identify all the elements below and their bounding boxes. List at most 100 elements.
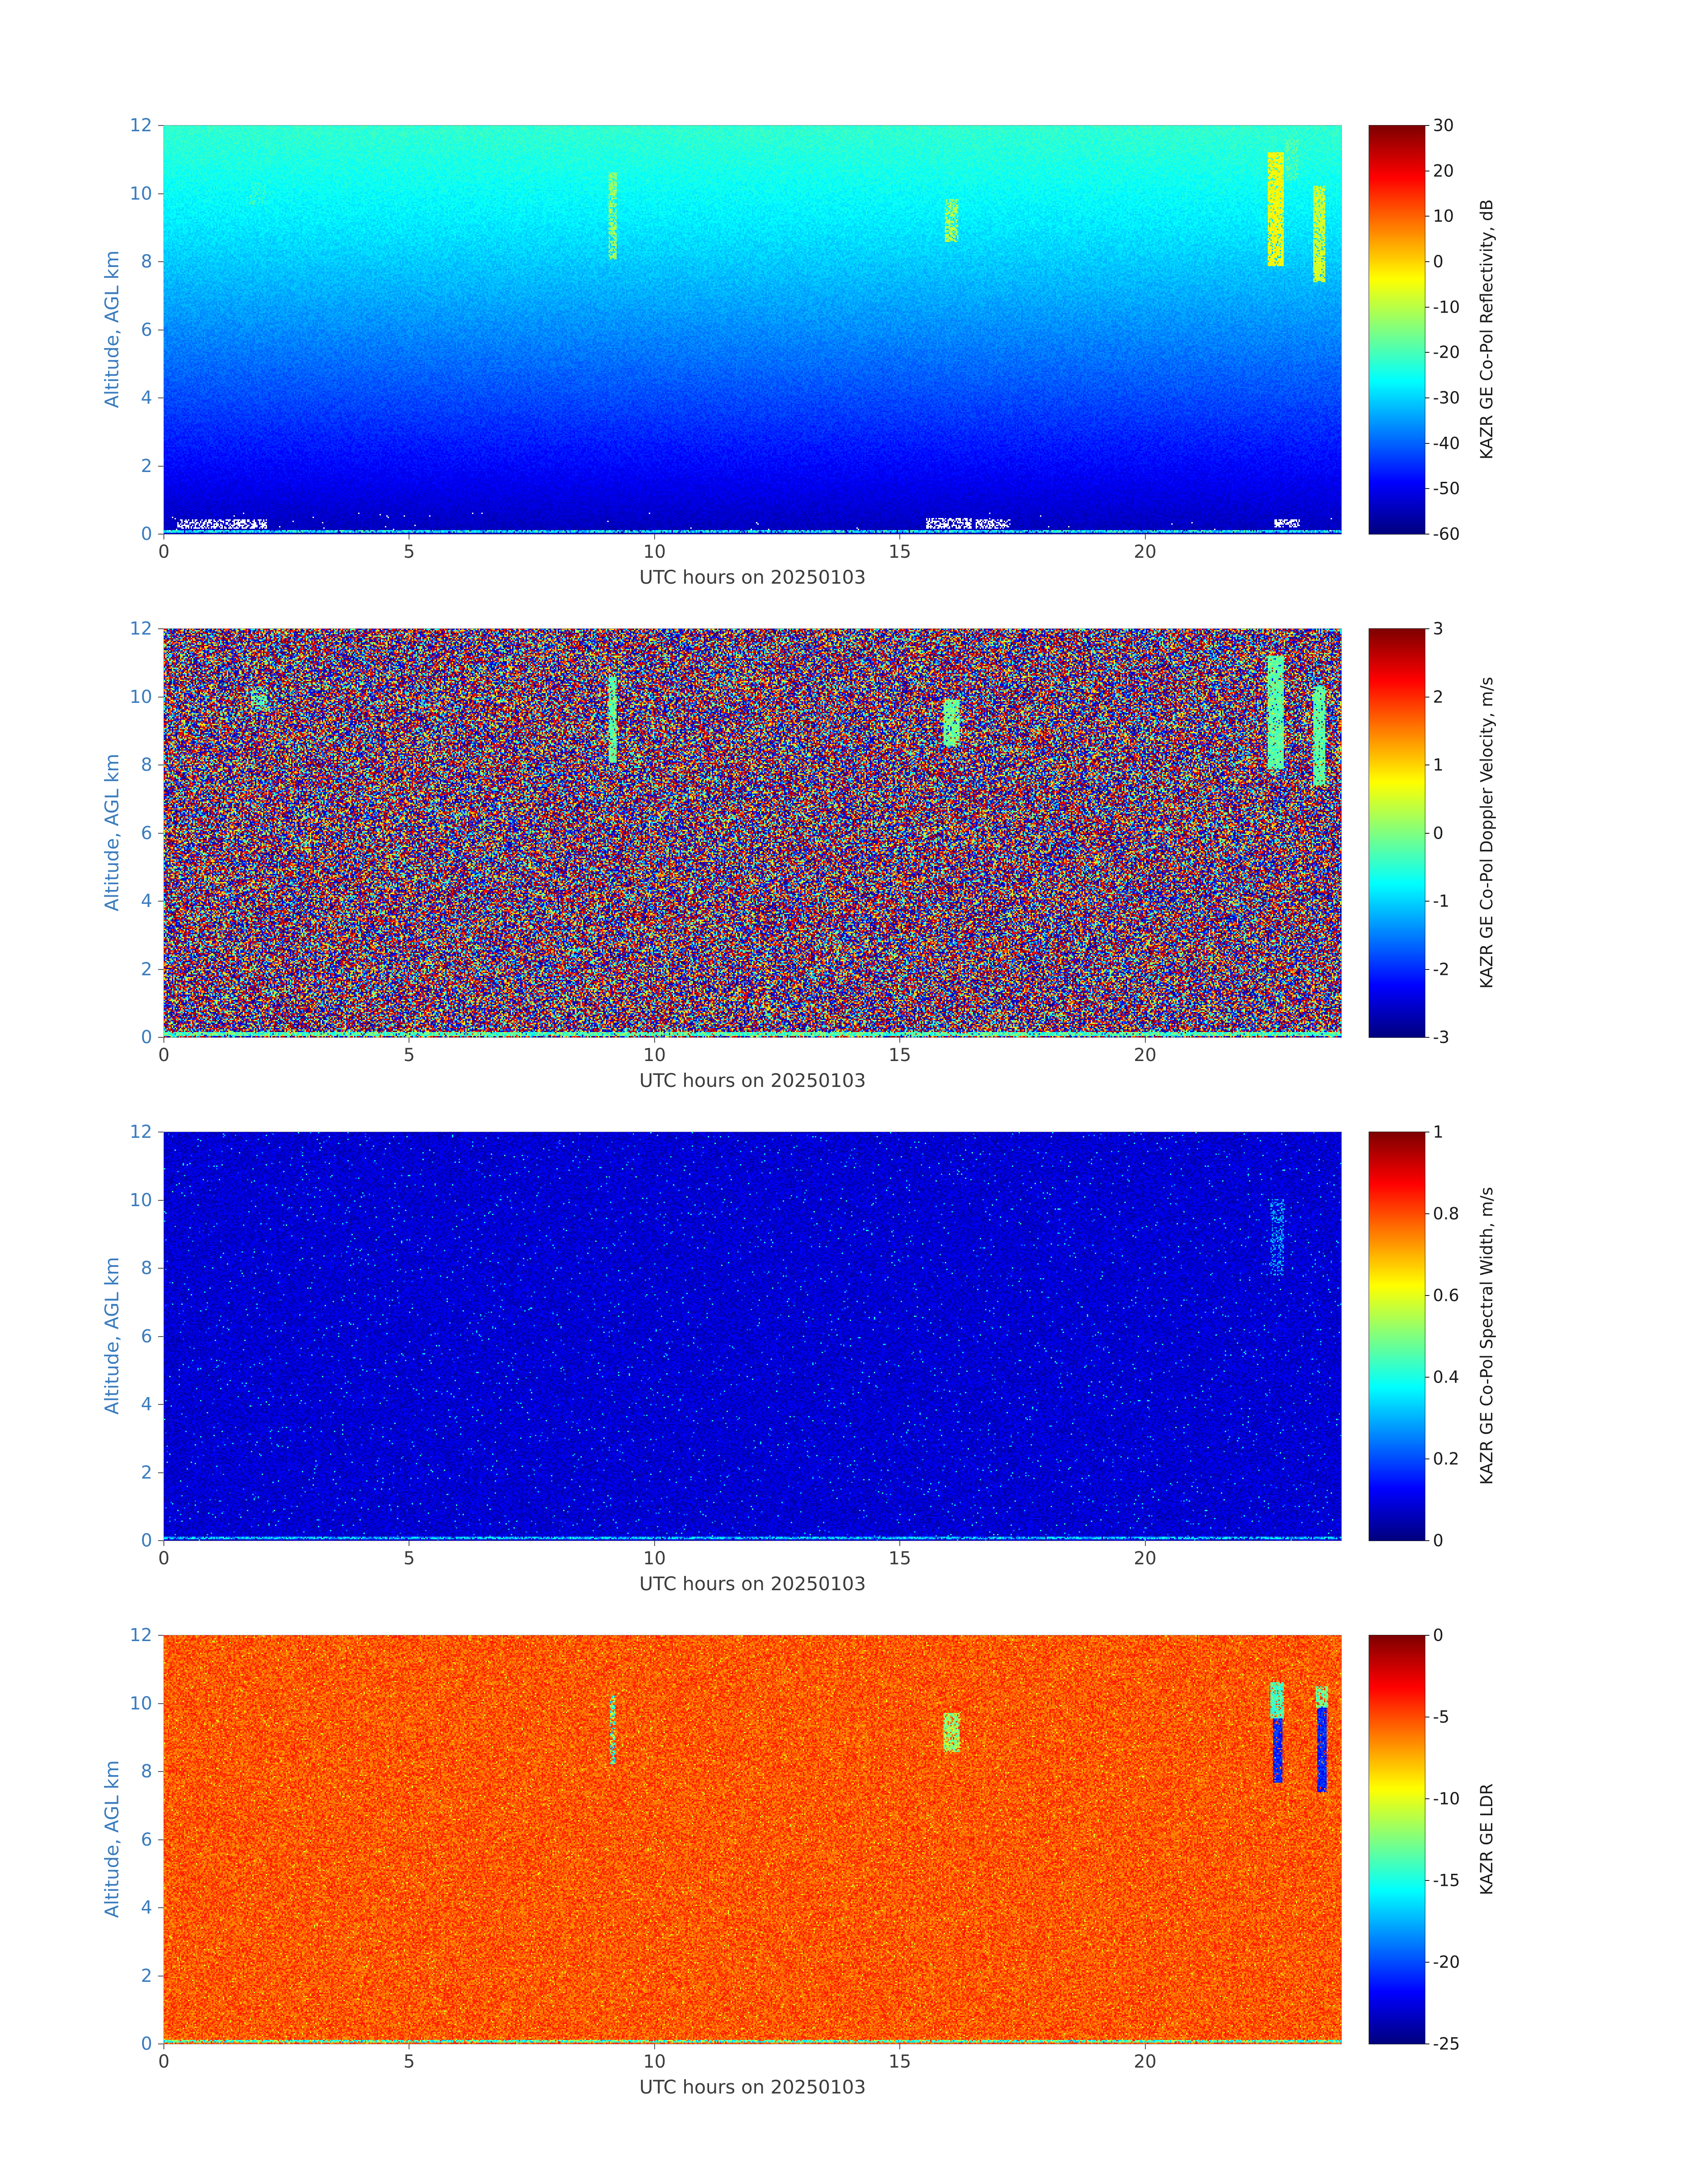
x-tick-mark bbox=[899, 534, 901, 539]
colorbar-tick-label: 0 bbox=[1433, 823, 1444, 843]
y-tick-mark bbox=[158, 1268, 163, 1269]
colorbar-tick-mark bbox=[1425, 1540, 1429, 1541]
x-tick-mark bbox=[163, 534, 164, 539]
colorbar-tick-mark bbox=[1425, 1798, 1429, 1799]
radar-panel: Altitude, AGL km UTC hours on 20250103 0… bbox=[0, 116, 1708, 627]
x-tick-label: 5 bbox=[403, 542, 415, 562]
radar-panel: Altitude, AGL km UTC hours on 20250103 0… bbox=[0, 619, 1708, 1131]
colorbar: 1 0.8 0.6 0.4 0.2 0 bbox=[1369, 1123, 1459, 1550]
x-tick-mark bbox=[163, 1541, 164, 1546]
colorbar-tick-label: 1 bbox=[1433, 1122, 1444, 1142]
x-tick-label: 20 bbox=[1134, 542, 1157, 562]
colorbar-tick-label: -20 bbox=[1433, 343, 1460, 362]
y-tick-mark bbox=[158, 193, 163, 194]
colorbar-gradient bbox=[1369, 629, 1425, 1037]
y-tick-mark bbox=[158, 1703, 163, 1704]
x-tick-mark bbox=[1144, 1037, 1146, 1043]
colorbar-tick-mark bbox=[1425, 1377, 1429, 1378]
y-tick-label: 10 bbox=[129, 1190, 152, 1211]
x-tick-label: 15 bbox=[888, 1548, 911, 1569]
y-tick-mark bbox=[158, 2043, 163, 2044]
colorbar-tick-label: -5 bbox=[1433, 1707, 1449, 1727]
colorbar-tick-label: -50 bbox=[1433, 479, 1460, 498]
x-tick-label: 0 bbox=[158, 1045, 170, 1066]
y-tick-mark bbox=[158, 696, 163, 698]
y-tick-mark bbox=[158, 1037, 163, 1038]
x-tick-mark bbox=[163, 1037, 164, 1043]
colorbar-tick-label: -15 bbox=[1433, 1871, 1460, 1890]
y-tick-label: 8 bbox=[141, 1761, 152, 1782]
colorbar-label: KAZR GE LDR bbox=[1477, 1783, 1496, 1895]
x-tick-label: 10 bbox=[643, 542, 666, 562]
colorbar-tick-label: -25 bbox=[1433, 2034, 1460, 2054]
colorbar: 3 2 1 0 -1 -2 -3 bbox=[1369, 619, 1449, 1047]
x-tick-mark bbox=[654, 1541, 655, 1546]
colorbar-tick-mark bbox=[1425, 1213, 1429, 1214]
y-tick-label: 4 bbox=[141, 1394, 152, 1415]
y-tick-mark bbox=[158, 1199, 163, 1201]
x-tick-label: 0 bbox=[158, 1548, 170, 1569]
y-tick-label: 12 bbox=[129, 1625, 152, 1646]
y-tick-mark bbox=[158, 901, 163, 902]
heatmap-canvas bbox=[164, 1132, 1341, 1541]
y-tick-mark bbox=[158, 1404, 163, 1405]
heatmap-canvas bbox=[164, 125, 1341, 534]
colorbar-tick-label: 0.6 bbox=[1433, 1286, 1459, 1305]
x-tick-label: 5 bbox=[403, 1045, 415, 1066]
y-tick-label: 8 bbox=[141, 1258, 152, 1279]
colorbar-gradient bbox=[1369, 125, 1425, 534]
colorbar-tick-label: 0 bbox=[1433, 252, 1444, 272]
colorbar-tick-mark bbox=[1425, 969, 1429, 970]
y-tick-label: 6 bbox=[141, 1829, 152, 1850]
radar-panel: Altitude, AGL km UTC hours on 20250103 0… bbox=[0, 1625, 1708, 2137]
x-tick-label: 10 bbox=[643, 1045, 666, 1066]
colorbar-tick-label: 0.8 bbox=[1433, 1204, 1459, 1224]
y-tick-mark bbox=[158, 125, 163, 126]
colorbar-tick-mark bbox=[1425, 261, 1429, 262]
x-tick-label: 15 bbox=[888, 2052, 911, 2072]
y-tick-label: 0 bbox=[141, 1027, 152, 1048]
colorbar-label: KAZR GE Co-Pol Reflectivity, dB bbox=[1477, 199, 1496, 460]
y-tick-mark bbox=[158, 1771, 163, 1772]
y-tick-label: 2 bbox=[141, 1965, 152, 1986]
x-tick-label: 20 bbox=[1134, 2052, 1157, 2072]
y-tick-mark bbox=[158, 1839, 163, 1840]
colorbar-label: KAZR GE Co-Pol Spectral Width, m/s bbox=[1477, 1187, 1496, 1485]
y-tick-label: 10 bbox=[129, 686, 152, 707]
y-tick-label: 2 bbox=[141, 455, 152, 476]
colorbar-tick-mark bbox=[1425, 443, 1429, 444]
x-tick-mark bbox=[899, 1037, 901, 1043]
colorbar-tick-label: -10 bbox=[1433, 1789, 1460, 1809]
colorbar-tick-mark bbox=[1425, 832, 1429, 834]
y-tick-label: 10 bbox=[129, 183, 152, 204]
colorbar-tick-mark bbox=[1425, 534, 1429, 535]
colorbar-tick-label: -20 bbox=[1433, 1952, 1460, 1972]
y-tick-mark bbox=[158, 1336, 163, 1337]
y-tick-label: 12 bbox=[129, 618, 152, 639]
y-tick-label: 0 bbox=[141, 1530, 152, 1551]
colorbar-tick-label: -3 bbox=[1433, 1028, 1449, 1047]
colorbar-tick-mark bbox=[1425, 628, 1429, 629]
heatmap-canvas bbox=[164, 1635, 1341, 2044]
y-tick-label: 0 bbox=[141, 2034, 152, 2054]
colorbar-tick-label: -10 bbox=[1433, 297, 1460, 317]
colorbar-tick-mark bbox=[1425, 1458, 1429, 1459]
y-tick-label: 6 bbox=[141, 823, 152, 844]
plot-area: UTC hours on 20250103 0 5 10 15 20 0 2 4 6 8 10 12 bbox=[129, 1625, 1342, 2098]
colorbar-tick-label: -30 bbox=[1433, 388, 1460, 408]
y-tick-label: 12 bbox=[129, 1122, 152, 1142]
x-tick-mark bbox=[1144, 1541, 1146, 1546]
x-tick-mark bbox=[163, 2044, 164, 2049]
y-tick-mark bbox=[158, 534, 163, 535]
colorbar-gradient bbox=[1369, 1132, 1425, 1541]
colorbar-tick-mark bbox=[1425, 1295, 1429, 1296]
x-tick-label: 20 bbox=[1134, 1045, 1157, 1066]
y-tick-label: 2 bbox=[141, 959, 152, 980]
colorbar-tick-label: 0.2 bbox=[1433, 1449, 1459, 1469]
x-tick-mark bbox=[654, 534, 655, 539]
x-axis-label: UTC hours on 20250103 bbox=[639, 1070, 866, 1091]
x-tick-label: 0 bbox=[158, 542, 170, 562]
colorbar-tick-mark bbox=[1425, 1037, 1429, 1038]
plot-area: UTC hours on 20250103 0 5 10 15 20 0 2 4 6 8 10 12 bbox=[129, 1122, 1342, 1595]
